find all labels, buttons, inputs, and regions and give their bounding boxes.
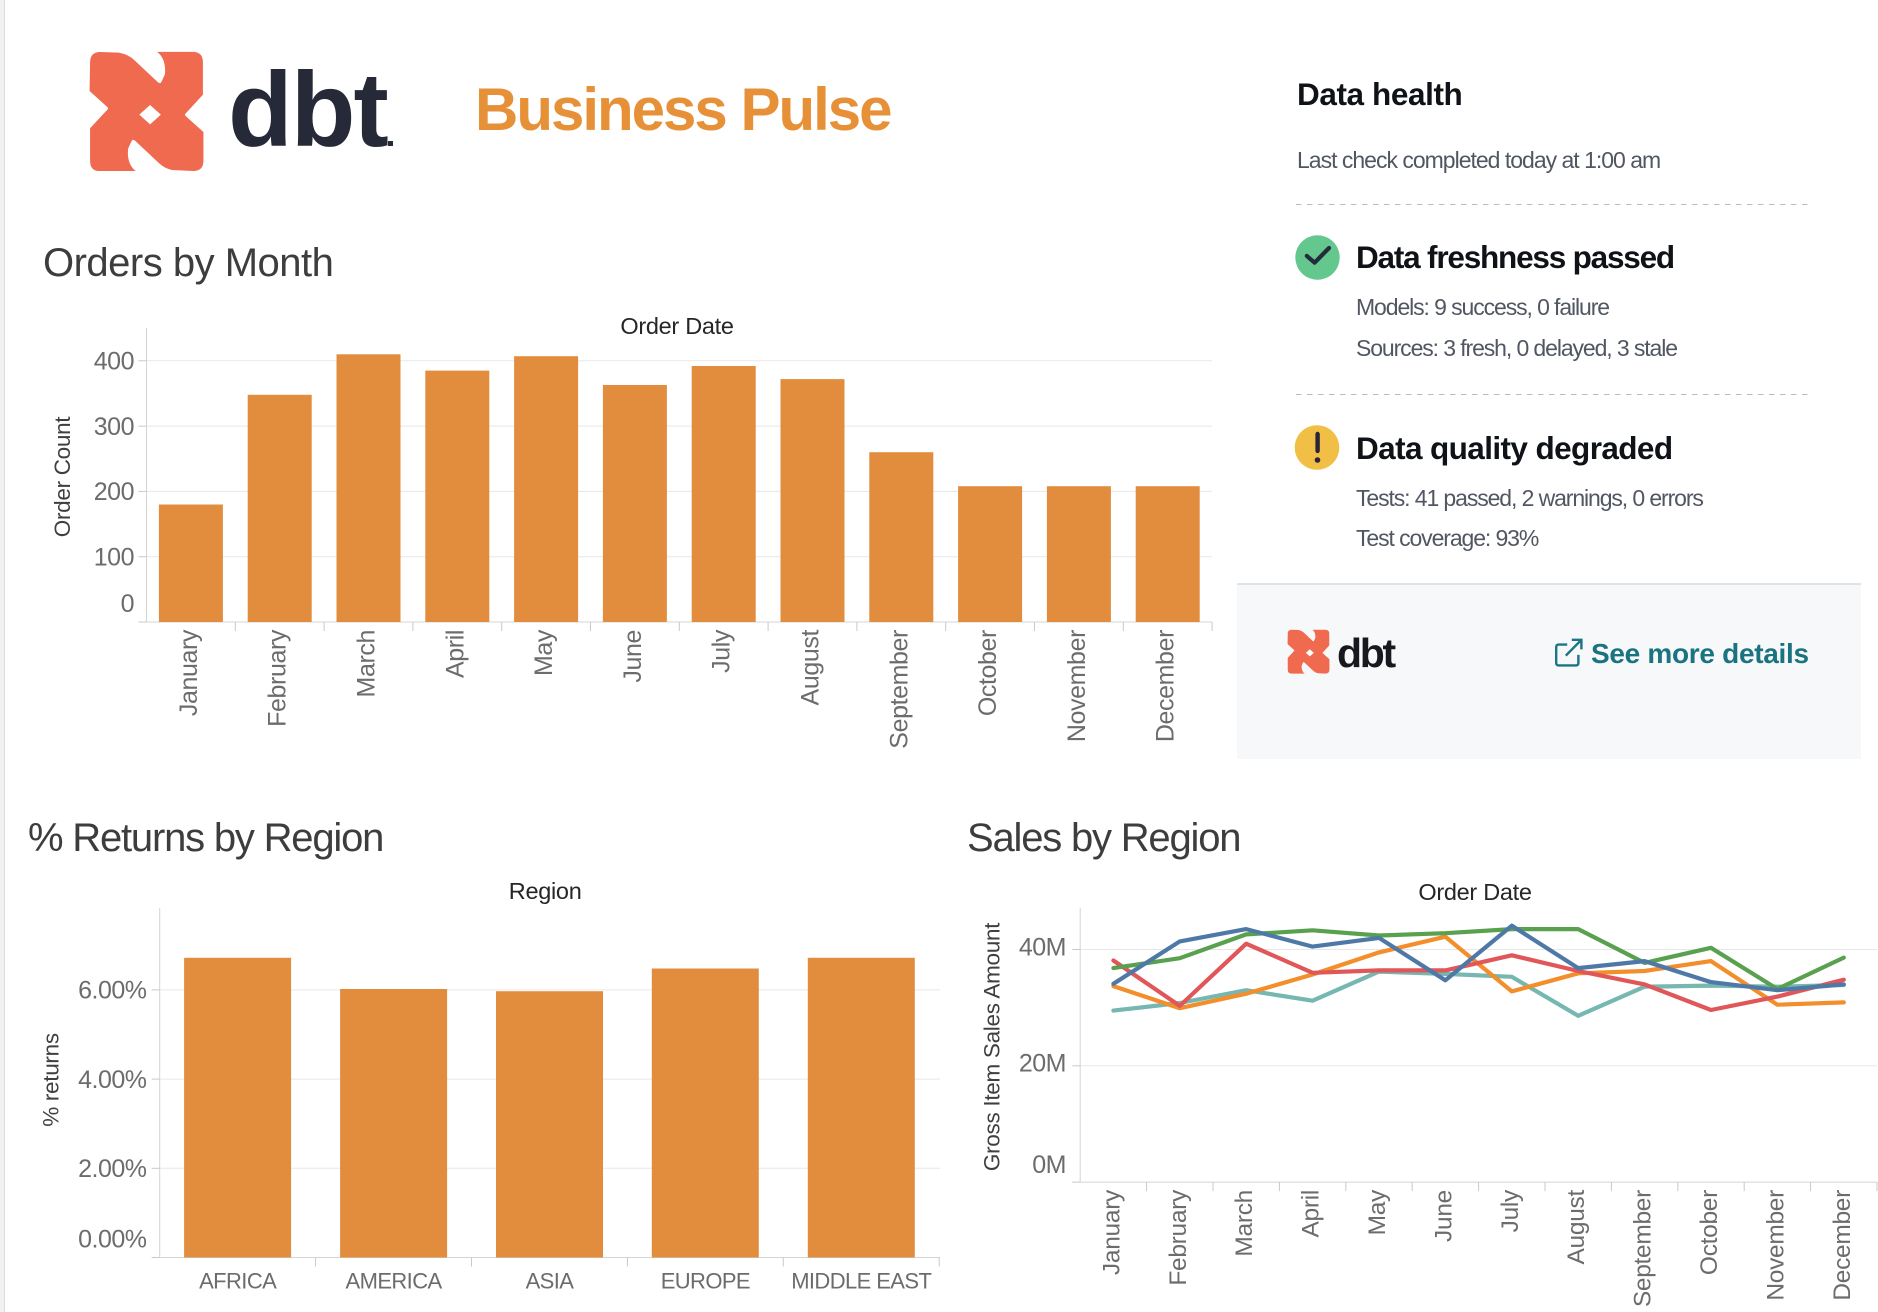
svg-text:May: May <box>530 629 558 676</box>
svg-text:2.00%: 2.00% <box>78 1155 147 1183</box>
svg-text:November: November <box>1762 1190 1789 1301</box>
svg-text:January: January <box>175 629 203 716</box>
svg-text:October: October <box>974 630 1002 716</box>
svg-text:200: 200 <box>94 478 134 506</box>
svg-text:20M: 20M <box>1019 1050 1066 1078</box>
svg-text:February: February <box>1165 1189 1192 1286</box>
svg-text:August: August <box>1563 1190 1590 1265</box>
svg-text:July: July <box>1497 1189 1524 1232</box>
svg-text:October: October <box>1696 1190 1723 1275</box>
svg-text:MIDDLE EAST: MIDDLE EAST <box>791 1269 931 1294</box>
svg-text:August: August <box>797 630 825 706</box>
svg-text:Order Count: Order Count <box>50 416 75 538</box>
svg-text:40M: 40M <box>1019 933 1066 961</box>
svg-text:ASIA: ASIA <box>526 1269 575 1294</box>
svg-text:June: June <box>1430 1190 1457 1242</box>
svg-text:April: April <box>1298 1190 1325 1238</box>
svg-text:May: May <box>1364 1189 1391 1235</box>
svg-text:6.00%: 6.00% <box>78 977 147 1005</box>
svg-text:March: March <box>353 630 381 697</box>
svg-text:November: November <box>1063 630 1091 742</box>
svg-text:December: December <box>1152 630 1180 742</box>
svg-text:July: July <box>708 629 736 673</box>
svg-text:September: September <box>885 630 913 749</box>
svg-text:AFRICA: AFRICA <box>199 1269 277 1294</box>
svg-text:January: January <box>1098 1189 1125 1275</box>
svg-text:Gross Item Sales Amount: Gross Item Sales Amount <box>980 922 1005 1171</box>
svg-text:100: 100 <box>94 544 134 572</box>
svg-text:300: 300 <box>94 413 134 441</box>
svg-text:March: March <box>1231 1190 1258 1257</box>
svg-text:AMERICA: AMERICA <box>346 1269 443 1294</box>
svg-text:% returns: % returns <box>39 1033 64 1127</box>
svg-text:June: June <box>619 630 647 683</box>
svg-text:April: April <box>441 630 469 678</box>
svg-text:EUROPE: EUROPE <box>661 1269 750 1294</box>
svg-text:September: September <box>1630 1190 1657 1307</box>
svg-text:400: 400 <box>94 348 134 376</box>
svg-text:February: February <box>264 629 292 727</box>
svg-text:0M: 0M <box>1032 1151 1066 1179</box>
svg-text:4.00%: 4.00% <box>78 1066 147 1094</box>
svg-text:December: December <box>1829 1190 1856 1301</box>
svg-text:0: 0 <box>121 590 134 618</box>
svg-text:0.00%: 0.00% <box>78 1225 147 1253</box>
